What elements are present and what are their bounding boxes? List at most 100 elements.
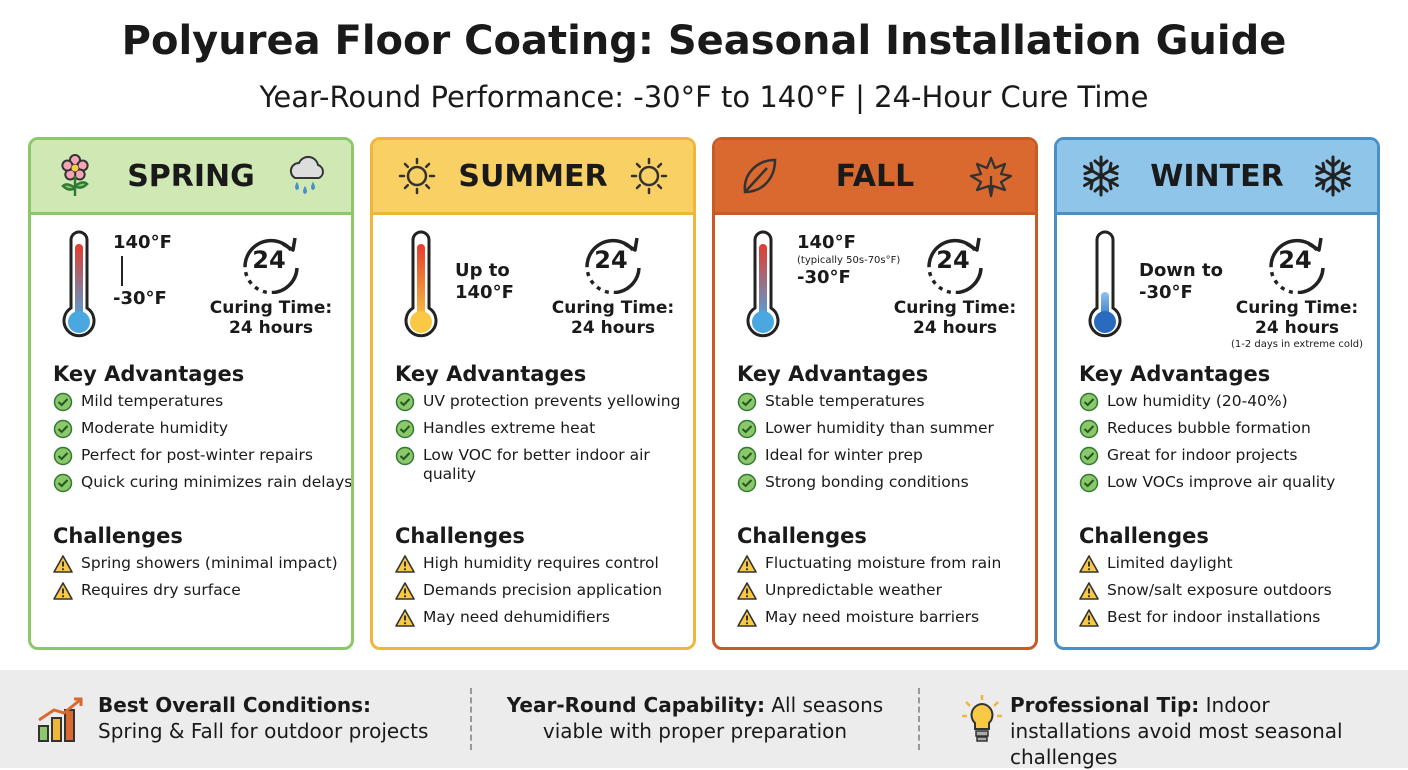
cure-ring: [1269, 237, 1325, 294]
warning-icon: [737, 555, 757, 573]
check-icon: [53, 473, 73, 493]
challenge-item: Snow/salt exposure outdoors: [1079, 581, 1377, 601]
season-card: SPRING 140°F -30°F 24 Curing Time: 24 hours K…: [28, 137, 354, 650]
divider: [470, 688, 472, 750]
season-card: SUMMER Up to 140°F 24 Curing Time: 24 hours K…: [370, 137, 696, 650]
season-icon: [289, 155, 324, 195]
advantage-item: Stable temperatures: [737, 392, 1035, 412]
advantage-item: Perfect for post-winter repairs: [53, 446, 351, 466]
temperature: 140°F -30°F: [113, 232, 172, 310]
warning-icon: [53, 582, 73, 600]
item-text: Stable temperatures: [765, 392, 925, 410]
cure-number: 24: [594, 246, 628, 274]
challenge-item: High humidity requires control: [395, 554, 693, 574]
footer-item: Best Overall Conditions: Spring & Fall fo…: [98, 692, 438, 744]
warning-icon: [1079, 555, 1099, 573]
advantage-item: Lower humidity than summer: [737, 419, 1035, 439]
advantage-item: Ideal for winter prep: [737, 446, 1035, 466]
check-icon: [53, 446, 73, 466]
warning-icon: [395, 555, 415, 573]
item-text: Fluctuating moisture from rain: [765, 554, 1002, 572]
advantages-section: Key Advantages Mild temperatures Moderate …: [53, 362, 351, 500]
temperature-range-line: [121, 256, 123, 286]
challenge-item: Limited daylight: [1079, 554, 1377, 574]
cure-icon: 24: [1265, 230, 1329, 294]
warning-icon: [1079, 609, 1099, 627]
card-header: SPRING: [31, 140, 351, 215]
season-icon: [398, 157, 436, 195]
temperature-value: 140°F: [797, 232, 856, 253]
temperature-value: -30°F: [113, 288, 167, 309]
thermometer: [62, 230, 96, 338]
curing: 24 Curing Time: 24 hours: [875, 230, 1035, 338]
footer-heading: Professional Tip:: [1010, 693, 1200, 717]
item-text: May need dehumidifiers: [423, 608, 610, 626]
advantage-item: Low VOC for better indoor air quality: [395, 446, 693, 484]
footer-text: All seasons viable with proper preparati…: [542, 693, 884, 743]
challenges-heading: Challenges: [737, 524, 867, 548]
footer-item: Professional Tip: Indoor installations a…: [1010, 692, 1390, 770]
item-text: Demands precision application: [423, 581, 663, 599]
warning-icon: [737, 582, 757, 600]
check-icon: [1079, 446, 1099, 466]
item-text: Great for indoor projects: [1107, 446, 1298, 464]
cure-label: Curing Time:: [209, 298, 333, 318]
item-text: Strong bonding conditions: [765, 473, 969, 491]
season-icon: [1083, 155, 1119, 197]
advantages-heading: Key Advantages: [737, 362, 929, 386]
temperature-value: 140°F: [113, 232, 172, 253]
thermometer: [746, 230, 780, 338]
warning-icon: [395, 582, 415, 600]
cure-label: Curing Time:: [893, 298, 1017, 318]
advantages-list: Low humidity (20-40%) Reduces bubble form…: [1079, 392, 1377, 493]
challenge-item: May need moisture barriers: [737, 608, 1035, 628]
temperature: Up to 140°F: [455, 260, 514, 304]
challenges-heading: Challenges: [1079, 524, 1209, 548]
footer-item: Year-Round Capability: All seasons viabl…: [500, 692, 890, 744]
challenges-list: Spring showers (minimal impact) Requires …: [53, 554, 351, 601]
cure-icon: 24: [923, 230, 987, 294]
warning-icon: [1079, 582, 1099, 600]
curing: 24 Curing Time: 24 hours: [191, 230, 351, 338]
season-icon: [61, 154, 89, 196]
challenges-section: Challenges Spring showers (minimal impact…: [53, 524, 351, 608]
advantage-item: Low humidity (20-40%): [1079, 392, 1377, 412]
season-name: FALL: [835, 158, 915, 194]
season-icon: [743, 158, 777, 194]
cure-icon: 24: [581, 230, 645, 294]
cure-label: Curing Time:: [551, 298, 675, 318]
season-card: WINTER Down to -30°F 24 Curing Time: 24 hour…: [1054, 137, 1380, 650]
season-card: FALL 140°F (typically 50s-70s°F) -30°F 24 Cu…: [712, 137, 1038, 650]
check-icon: [737, 446, 757, 466]
chart-icon: [38, 697, 83, 742]
challenge-item: Best for indoor installations: [1079, 608, 1377, 628]
cure-number: 24: [1278, 246, 1312, 274]
challenges-section: Challenges Limited daylight Snow/salt expo…: [1079, 524, 1377, 635]
warning-icon: [737, 609, 757, 627]
item-text: May need moisture barriers: [765, 608, 980, 626]
season-icon: [1315, 155, 1351, 197]
advantages-section: Key Advantages Low humidity (20-40%) Reduc…: [1079, 362, 1377, 500]
temperature-value: -30°F: [1139, 282, 1193, 303]
challenges-heading: Challenges: [395, 524, 525, 548]
card-header: FALL: [715, 140, 1035, 215]
advantages-section: Key Advantages Stable temperatures Lower h…: [737, 362, 1035, 500]
item-text: Limited daylight: [1107, 554, 1233, 572]
check-icon: [1079, 473, 1099, 493]
cure-label: Curing Time:: [1235, 298, 1359, 318]
check-icon: [1079, 392, 1099, 412]
temperature-value: Down to: [1139, 260, 1223, 281]
title: Polyurea Floor Coating: Seasonal Install…: [121, 18, 1287, 64]
challenge-item: May need dehumidifiers: [395, 608, 693, 628]
footer-heading: Year-Round Capability:: [506, 693, 765, 717]
item-text: Low humidity (20-40%): [1107, 392, 1288, 410]
season-name: SUMMER: [458, 158, 608, 194]
advantage-item: Handles extreme heat: [395, 419, 693, 439]
advantage-item: Quick curing minimizes rain delays: [53, 473, 351, 493]
challenges-section: Challenges High humidity requires control…: [395, 524, 693, 635]
challenges-list: High humidity requires control Demands pr…: [395, 554, 693, 628]
challenge-item: Fluctuating moisture from rain: [737, 554, 1035, 574]
card-header: WINTER: [1057, 140, 1377, 215]
curing: 24 Curing Time: 24 hours: [533, 230, 693, 338]
item-text: Spring showers (minimal impact): [81, 554, 338, 572]
